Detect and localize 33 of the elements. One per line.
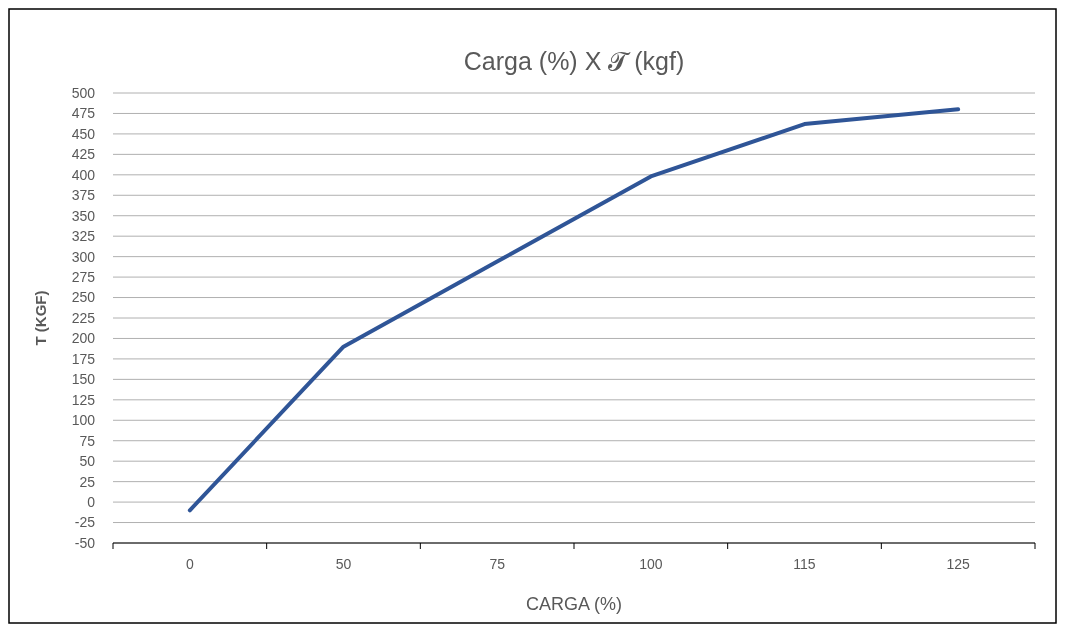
y-tick-label: 150	[71, 371, 96, 388]
x-tick-label: 50	[335, 556, 352, 572]
y-tick-label: 350	[71, 207, 96, 224]
y-tick-label: 50	[79, 453, 96, 470]
line-series	[187, 107, 961, 513]
y-tick-label: 225	[71, 309, 96, 326]
y-tick-label: 300	[71, 248, 96, 265]
y-tick-label: 125	[71, 391, 96, 408]
y-tick-label: 200	[71, 330, 96, 347]
x-tick-label: 0	[185, 556, 194, 572]
y-tick-label: 500	[71, 84, 96, 101]
y-tick-label: 250	[71, 289, 96, 306]
y-tick-label: 0	[87, 493, 96, 510]
y-tick-label: -50	[74, 534, 96, 551]
y-tick-label: 425	[71, 146, 96, 163]
y-tick-label: 450	[71, 125, 96, 142]
y-tick-label: 275	[71, 268, 96, 285]
y-tick-label: 75	[79, 432, 96, 449]
y-tick-label: 100	[71, 412, 96, 429]
y-tick-label: 375	[71, 187, 96, 204]
y-axis-title: T (KGF)	[32, 290, 49, 346]
x-tick-label: 125	[946, 556, 971, 572]
y-tick-label: 25	[79, 473, 96, 490]
x-axis-title: CARGA (%)	[525, 594, 623, 614]
y-tick-label: 475	[71, 105, 96, 122]
y-tick-label: -25	[74, 514, 96, 531]
x-tick-label: 100	[639, 556, 663, 572]
chart-title: Carga (%) X 𝓣 (kgf)	[463, 47, 685, 75]
y-tick-label: 400	[71, 166, 96, 183]
y-tick-label: 175	[71, 350, 96, 367]
y-tick-label: 325	[71, 228, 96, 245]
x-tick-label: 75	[489, 556, 506, 572]
x-tick-label: 115	[793, 556, 816, 572]
